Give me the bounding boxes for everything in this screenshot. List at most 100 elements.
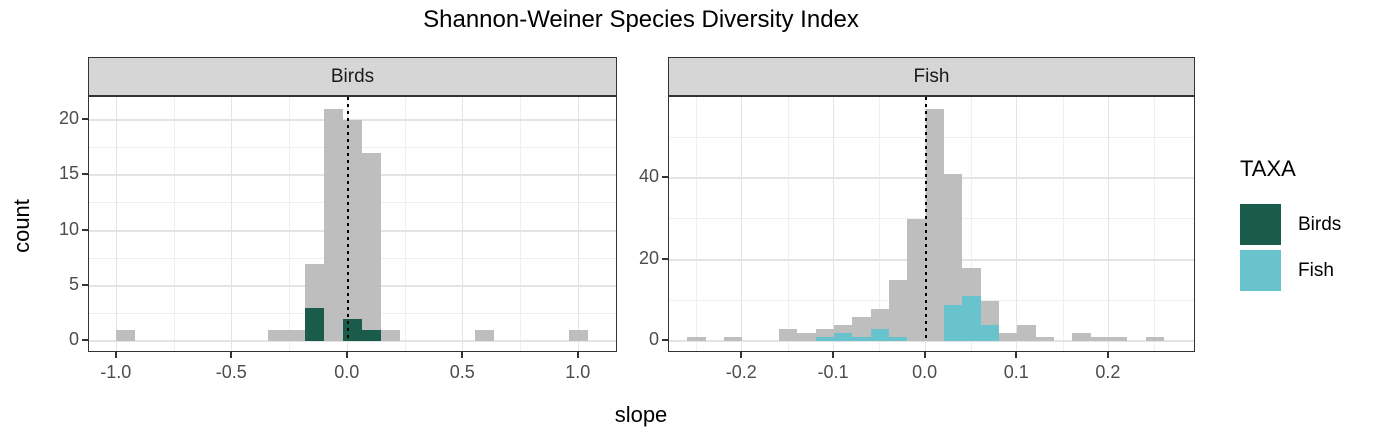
histogram-bar-Fish (888, 337, 908, 342)
gridline-minor-x (879, 97, 881, 351)
x-tick-label: 0.1 (1003, 362, 1029, 382)
x-axis-title: slope (614, 402, 668, 427)
facet-label: Birds (330, 65, 375, 87)
facet-panel (88, 96, 617, 352)
histogram-bar-all (943, 173, 963, 342)
histogram-bar-all (907, 218, 926, 342)
x-tick-label: 0.5 (449, 362, 475, 382)
legend-label-fish: Fish (1298, 259, 1334, 281)
y-tick-mark (82, 173, 88, 176)
gridline-minor-x (1154, 97, 1156, 351)
histogram-bar-Fish (852, 337, 871, 342)
y-tick-label: 5 (68, 273, 79, 294)
histogram-bar-Fish (833, 333, 853, 342)
gridline-minor-x (695, 97, 697, 351)
legend-swatch-fish-icon (1240, 250, 1281, 291)
y-tick-label: 40 (638, 166, 659, 187)
histogram-bar-all (362, 152, 381, 342)
gridline-major-x (115, 97, 117, 351)
histogram-bar-all (778, 329, 798, 342)
histogram-bar-Fish (943, 304, 963, 342)
gridline-major-x (1016, 97, 1018, 351)
histogram-bar-all (324, 108, 344, 342)
x-tick-mark (740, 352, 743, 358)
gridline-minor-x (404, 97, 406, 351)
x-tick-mark (831, 352, 834, 358)
x-tick-label: 1.0 (565, 362, 591, 382)
x-tick-mark (576, 352, 579, 358)
gridline-major-y (669, 340, 1194, 343)
x-tick-label: 0.2 (1095, 362, 1121, 382)
histogram-bar-all (797, 333, 816, 342)
y-tick-label: 20 (638, 247, 659, 268)
x-tick-mark (1106, 352, 1109, 358)
x-tick-label: -1.0 (100, 362, 132, 382)
zero-reference-line (924, 97, 927, 342)
chart-title: Shannon-Weiner Species Diversity Index (423, 6, 859, 33)
legend: TAXA Birds Fish (1240, 156, 1341, 296)
y-tick-mark (662, 176, 668, 179)
histogram-bar-Fish (962, 296, 981, 342)
histogram-bar-all (1017, 325, 1036, 342)
x-tick-mark (345, 352, 348, 358)
histogram-bar-Fish (815, 337, 834, 342)
legend-item-birds: Birds (1240, 204, 1341, 245)
zero-reference-line (346, 97, 349, 342)
gridline-major-x (231, 97, 233, 351)
histogram-bar-all (925, 108, 944, 342)
gridline-minor-x (1062, 97, 1064, 351)
histogram-bar-all (723, 337, 743, 342)
y-tick-label: 0 (68, 329, 79, 350)
gridline-major-x (741, 97, 743, 351)
histogram-bar-all (852, 316, 871, 342)
histogram-bar-all (998, 333, 1018, 342)
histogram-bar-all (1072, 333, 1091, 342)
x-tick-label: -0.5 (215, 362, 247, 382)
gridline-minor-x (520, 97, 522, 351)
histogram-bar-all (888, 280, 908, 342)
gridline-major-x (832, 97, 834, 351)
gridline-major-x (577, 97, 579, 351)
histogram-bar-all (1108, 337, 1128, 342)
legend-item-fish: Fish (1240, 250, 1341, 291)
x-tick-mark (923, 352, 926, 358)
histogram-bar-all (286, 330, 306, 342)
legend-swatch-birds-icon (1240, 204, 1281, 245)
histogram-bar-all (1090, 337, 1109, 342)
y-axis-title: count (9, 199, 34, 253)
histogram-bar-all (569, 330, 589, 342)
facet-strip: Fish (668, 57, 1195, 96)
x-tick-mark (1015, 352, 1018, 358)
histogram-bar-all (1145, 337, 1164, 342)
histogram-bar-all (687, 337, 706, 342)
y-tick-label: 10 (58, 218, 79, 239)
histogram-bar-all (116, 330, 136, 342)
gridline-minor-x (289, 97, 291, 351)
x-tick-label: -0.2 (725, 362, 757, 382)
facet-strip: Birds (88, 57, 617, 96)
gridline-major-x (462, 97, 464, 351)
x-tick-mark (461, 352, 464, 358)
histogram-bar-Fish (980, 325, 999, 342)
facet-label: Fish (913, 65, 950, 87)
facet-panel (668, 96, 1195, 352)
y-tick-mark (82, 283, 88, 286)
y-tick-mark (662, 257, 668, 260)
histogram-bar-Birds (305, 308, 325, 342)
gridline-minor-x (787, 97, 789, 351)
legend-label-birds: Birds (1298, 213, 1342, 235)
y-tick-label: 0 (648, 329, 659, 350)
y-tick-mark (82, 339, 88, 342)
y-tick-mark (662, 339, 668, 342)
gridline-major-x (1107, 97, 1109, 351)
gridline-major-y (89, 340, 616, 343)
y-tick-label: 20 (58, 107, 79, 128)
y-tick-mark (82, 117, 88, 120)
histogram-bar-Birds (362, 330, 381, 342)
histogram-bar-Fish (870, 329, 889, 342)
histogram-bar-all (1035, 337, 1054, 342)
histogram-bar-all (475, 330, 494, 342)
x-tick-label: -0.1 (817, 362, 849, 382)
legend-title: TAXA (1240, 156, 1296, 181)
